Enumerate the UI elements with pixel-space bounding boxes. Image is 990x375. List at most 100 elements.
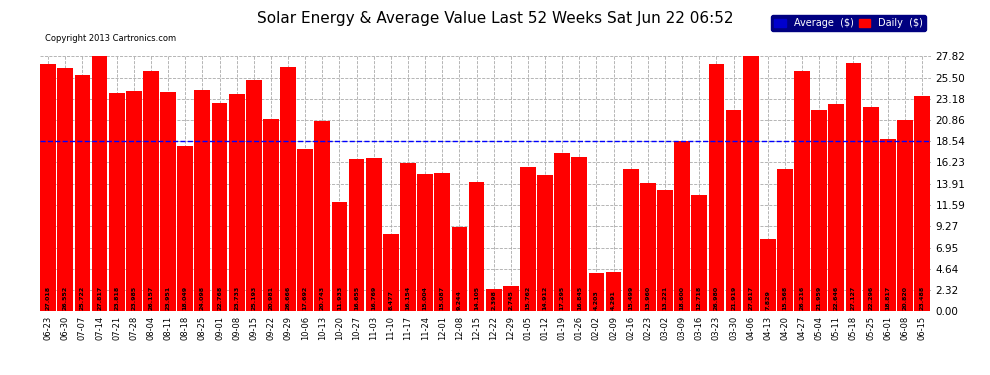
Bar [435, 173, 450, 311]
Text: 4.203: 4.203 [594, 290, 599, 310]
Text: 21.959: 21.959 [817, 286, 822, 310]
Text: 26.216: 26.216 [800, 286, 805, 310]
Bar [709, 64, 725, 311]
Bar [812, 110, 827, 311]
Text: 20.981: 20.981 [268, 286, 273, 310]
Bar [640, 183, 655, 311]
Bar [92, 56, 108, 311]
Text: 26.980: 26.980 [714, 286, 719, 310]
Bar [160, 92, 176, 311]
Text: 9.244: 9.244 [457, 290, 462, 310]
Bar [623, 169, 639, 311]
Text: 16.655: 16.655 [354, 286, 359, 310]
Bar [246, 80, 261, 311]
Text: 21.919: 21.919 [731, 286, 736, 310]
Text: 22.768: 22.768 [217, 286, 222, 310]
Bar [829, 104, 844, 311]
Bar [126, 92, 142, 311]
Bar [468, 182, 484, 311]
Text: 4.291: 4.291 [611, 290, 616, 310]
Text: 25.722: 25.722 [80, 286, 85, 310]
Bar [212, 102, 228, 311]
Bar [880, 139, 896, 311]
Text: 12.718: 12.718 [697, 286, 702, 310]
Text: 8.477: 8.477 [388, 290, 393, 310]
Bar [862, 107, 878, 311]
Text: 23.488: 23.488 [920, 286, 925, 310]
Text: 22.646: 22.646 [834, 286, 839, 310]
Bar [332, 202, 347, 311]
Bar [451, 226, 467, 311]
Text: 25.193: 25.193 [251, 286, 256, 310]
Bar [400, 163, 416, 311]
Text: 26.157: 26.157 [148, 286, 153, 310]
Text: 26.552: 26.552 [62, 286, 67, 310]
Text: 14.105: 14.105 [474, 286, 479, 310]
Text: 23.733: 23.733 [235, 286, 240, 310]
Text: 13.221: 13.221 [662, 286, 667, 310]
Text: 15.499: 15.499 [629, 286, 634, 310]
Bar [777, 168, 793, 311]
Text: 23.951: 23.951 [165, 286, 170, 310]
Bar [538, 175, 553, 311]
Text: 15.762: 15.762 [526, 286, 531, 310]
Text: 16.845: 16.845 [577, 286, 582, 310]
Text: 13.960: 13.960 [645, 286, 650, 310]
Legend: Average  ($), Daily  ($): Average ($), Daily ($) [771, 15, 926, 31]
Bar [366, 158, 381, 311]
Text: Copyright 2013 Cartronics.com: Copyright 2013 Cartronics.com [45, 34, 175, 43]
Text: 17.295: 17.295 [559, 286, 564, 310]
Bar [297, 149, 313, 311]
Text: 27.817: 27.817 [748, 286, 753, 310]
Bar [144, 72, 158, 311]
Text: 7.829: 7.829 [765, 290, 770, 310]
Bar [742, 56, 758, 311]
Bar [554, 153, 570, 311]
Bar [571, 157, 587, 311]
Bar [194, 90, 210, 311]
Bar [348, 159, 364, 311]
Text: 18.600: 18.600 [680, 286, 685, 310]
Text: 18.817: 18.817 [885, 286, 890, 310]
Bar [726, 110, 742, 311]
Bar [914, 96, 930, 311]
Text: Solar Energy & Average Value Last 52 Weeks Sat Jun 22 06:52: Solar Energy & Average Value Last 52 Wee… [256, 11, 734, 26]
Text: 14.912: 14.912 [543, 286, 547, 310]
Bar [280, 67, 296, 311]
Bar [520, 167, 536, 311]
Text: 15.087: 15.087 [440, 286, 445, 310]
Bar [503, 286, 519, 311]
Bar [315, 121, 331, 311]
Bar [383, 234, 399, 311]
Bar [57, 68, 73, 311]
Bar [177, 146, 193, 311]
Bar [486, 289, 502, 311]
Bar [845, 63, 861, 311]
Text: 27.817: 27.817 [97, 286, 102, 310]
Text: 18.049: 18.049 [183, 286, 188, 310]
Bar [109, 93, 125, 311]
Bar [606, 272, 622, 311]
Bar [589, 273, 604, 311]
Text: 24.098: 24.098 [200, 286, 205, 310]
Bar [897, 120, 913, 311]
Text: 20.820: 20.820 [903, 286, 908, 310]
Bar [229, 94, 245, 311]
Text: 20.743: 20.743 [320, 286, 325, 310]
Text: 2.745: 2.745 [508, 290, 513, 310]
Bar [760, 240, 776, 311]
Bar [657, 190, 673, 311]
Bar [263, 119, 279, 311]
Bar [417, 174, 433, 311]
Text: 16.769: 16.769 [371, 286, 376, 310]
Bar [41, 64, 56, 311]
Text: 23.818: 23.818 [114, 286, 119, 310]
Text: 15.568: 15.568 [782, 286, 787, 310]
Bar [674, 141, 690, 311]
Text: 27.127: 27.127 [851, 286, 856, 310]
Text: 27.018: 27.018 [46, 286, 50, 310]
Text: 22.296: 22.296 [868, 286, 873, 310]
Text: 26.666: 26.666 [285, 286, 290, 310]
Text: 23.985: 23.985 [132, 286, 137, 310]
Bar [691, 195, 707, 311]
